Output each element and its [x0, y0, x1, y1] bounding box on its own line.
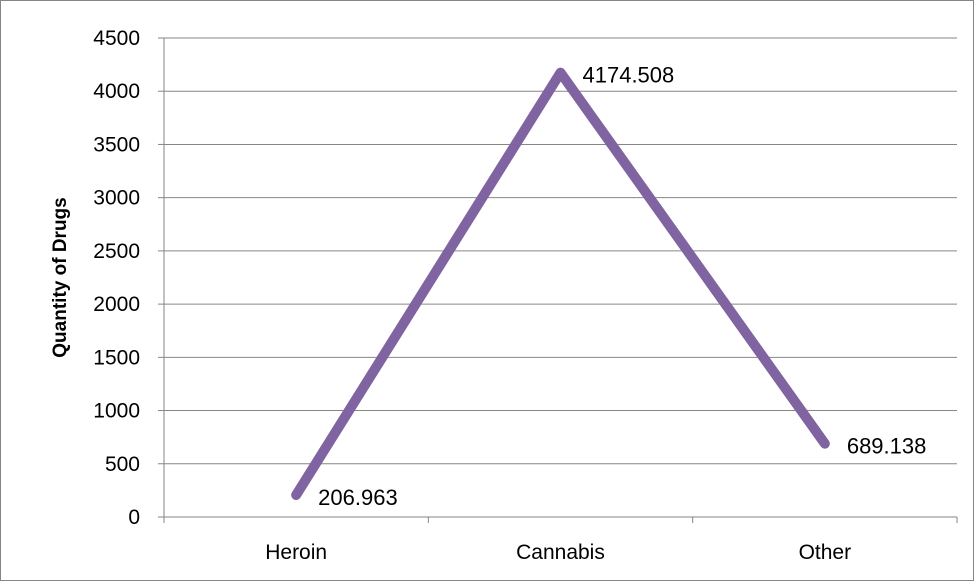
y-tick-label: 3000 [93, 187, 140, 210]
x-tick-label: Cannabis [516, 541, 605, 564]
data-label: 4174.508 [583, 63, 675, 88]
y-tick-label: 1500 [93, 346, 140, 369]
y-tick-label: 4000 [93, 80, 140, 103]
y-axis-tick-labels: 0 500 1000 1500 2000 2500 3000 3500 4000 4500 [93, 27, 140, 529]
y-axis-title: Quantity of Drugs [50, 197, 71, 357]
y-tick-label: 1000 [93, 400, 140, 423]
axes [158, 37, 958, 523]
data-series [291, 67, 830, 500]
y-tick-label: 3500 [93, 133, 140, 156]
y-tick-label: 0 [128, 506, 140, 529]
x-tick-label: Heroin [265, 541, 327, 564]
data-labels: 206.963 4174.508 689.138 [318, 63, 926, 510]
y-tick-label: 500 [105, 453, 140, 476]
y-tick-label: 4500 [93, 27, 140, 50]
x-axis-tick-labels: Heroin Cannabis Other [265, 541, 851, 564]
gridlines [164, 37, 957, 465]
data-label: 689.138 [847, 434, 927, 459]
x-tick-label: Other [799, 541, 852, 564]
y-tick-label: 2500 [93, 240, 140, 263]
data-label: 206.963 [318, 485, 398, 510]
series-line [291, 67, 830, 500]
y-tick-label: 2000 [93, 293, 140, 316]
